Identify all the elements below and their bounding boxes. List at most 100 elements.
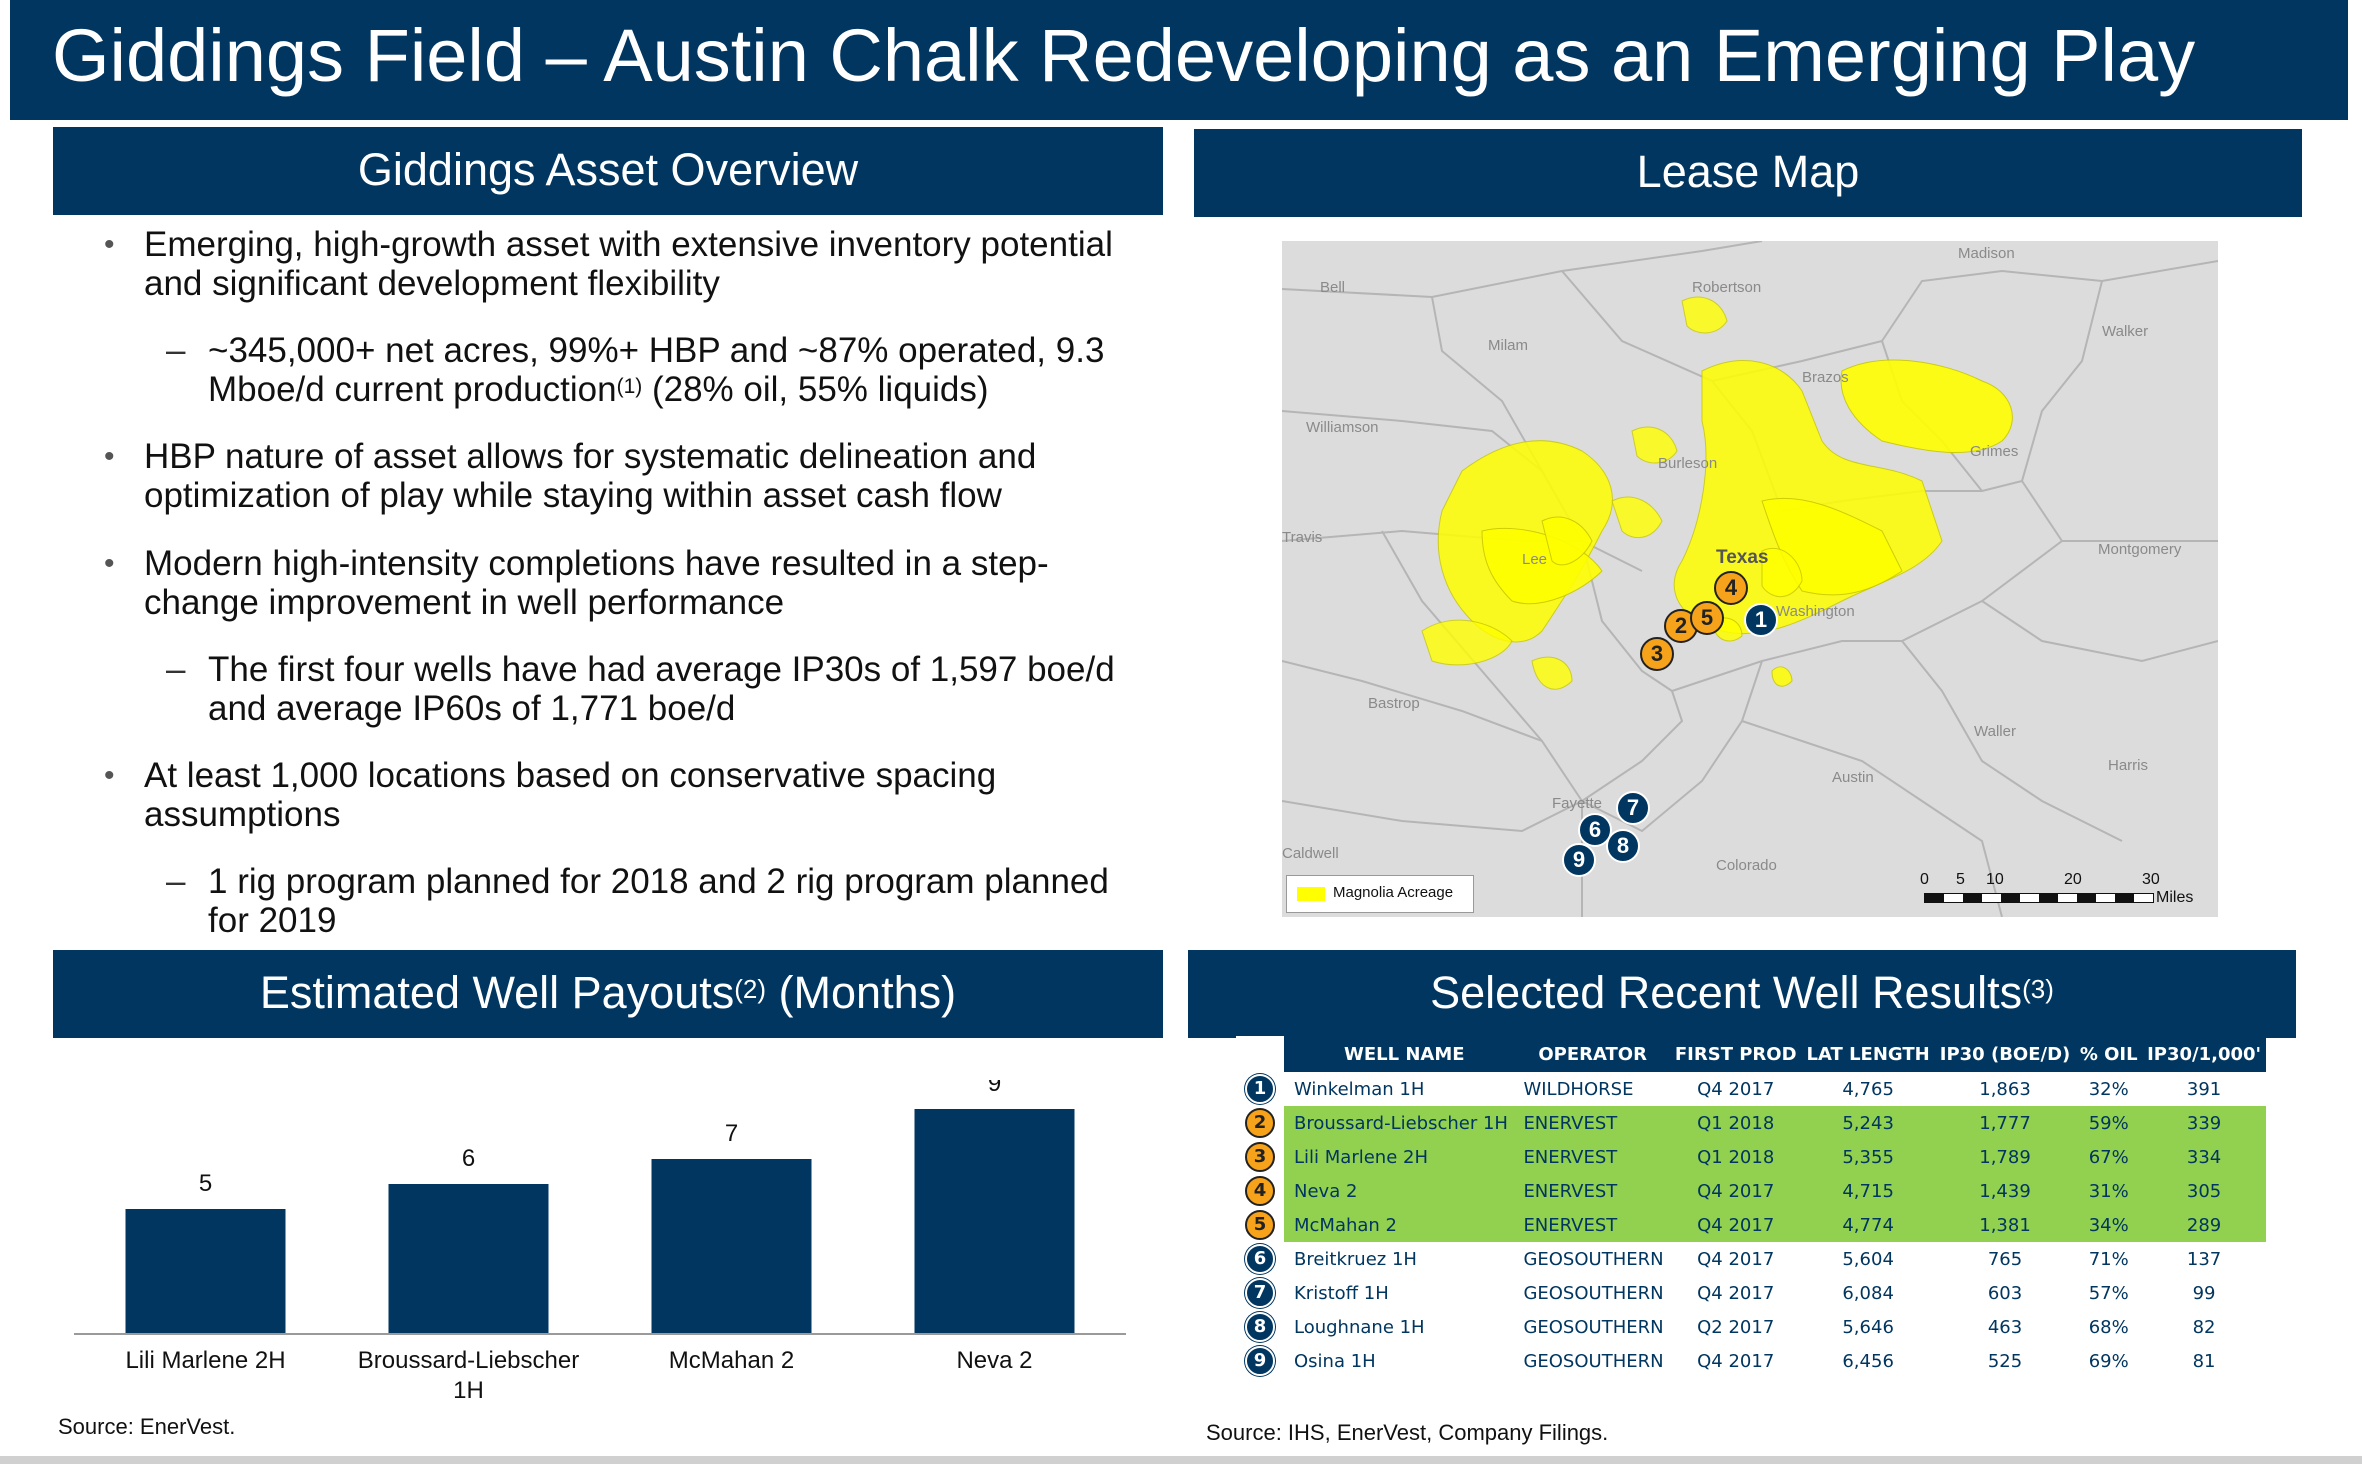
legend-label: Magnolia Acreage [1333, 884, 1454, 901]
row-number-cell: 8 [1236, 1310, 1284, 1344]
col-header-ip30-per-1000: IP30/1,000' [2142, 1036, 2266, 1072]
row-number-cell: 7 [1236, 1276, 1284, 1310]
bar-value-label: 5 [199, 1170, 212, 1197]
overview-bullet-3-text: Modern high-intensity completions have r… [144, 544, 1049, 622]
row-number-cell: 3 [1236, 1140, 1284, 1174]
scale-tick-10: 10 [1986, 871, 2004, 888]
cell-operator: ENERVEST [1515, 1208, 1670, 1242]
cell-ip30k: 334 [2142, 1140, 2266, 1174]
bar-3 [651, 1159, 812, 1334]
cell-ip30k: 305 [2142, 1174, 2266, 1208]
bar-value-label: 7 [725, 1120, 738, 1147]
cell-ip30: 525 [1987, 1350, 2023, 1372]
cell-lat: 4,765 [1842, 1078, 1894, 1100]
payouts-header-text-b: (Months) [766, 967, 957, 1018]
results-header-text: Selected Recent Well Results [1430, 967, 2023, 1018]
map-well-marker-7: 7 [1616, 791, 1650, 825]
county-label-madison: Madison [1958, 245, 2015, 262]
table-row: 8 Loughnane 1H GEOSOUTHERN Q2 2017 5,646 463 6… [1236, 1310, 2266, 1344]
map-well-marker-9: 9 [1562, 843, 1596, 877]
lease-map: Madison Bell Robertson Walker Milam Braz… [1282, 241, 2218, 917]
cell-name: Osina 1H [1294, 1350, 1376, 1372]
overview-subbullet-1-text-a: ~345,000+ net acres, 99%+ HBP and ~87% o… [208, 331, 1105, 409]
overview-subbullet-3: – The first four wells have had average … [166, 650, 1148, 728]
row-number-cell: 5 [1236, 1208, 1284, 1242]
map-well-marker-1: 1 [1744, 603, 1778, 637]
overview-bullet-1-text: Emerging, high-growth asset with extensi… [144, 225, 1113, 303]
county-label-brazos: Brazos [1802, 369, 1849, 386]
bar-4 [914, 1109, 1075, 1334]
cell-ip30k: 289 [2142, 1208, 2266, 1242]
well-number-badge: 3 [1245, 1142, 1275, 1172]
cell-operator: ENERVEST [1515, 1140, 1670, 1174]
cell-ip30: 765 [1987, 1248, 2023, 1270]
cell-oil: 34% [2075, 1208, 2143, 1242]
well-number-badge: 4 [1245, 1176, 1275, 1206]
cell-name: Loughnane 1H [1294, 1316, 1425, 1338]
row-number-cell: 6 [1236, 1242, 1284, 1276]
county-label-burleson: Burleson [1658, 455, 1718, 472]
cell-lat: 4,715 [1801, 1174, 1935, 1208]
cell-first-prod: Q4 2017 [1697, 1248, 1775, 1270]
table-row: 6 Breitkruez 1H GEOSOUTHERN Q4 2017 5,604 765… [1236, 1242, 2266, 1276]
county-label-montgomery: Montgomery [2098, 541, 2182, 558]
overview-subbullet-1: – ~345,000+ net acres, 99%+ HBP and ~87%… [166, 331, 1148, 409]
title-bar: Giddings Field – Austin Chalk Redevelopi… [10, 0, 2348, 120]
well-results-table: WELL NAME OPERATOR FIRST PROD LAT LENGTH… [1236, 1036, 2266, 1378]
county-label-fayette: Fayette [1552, 795, 1603, 812]
cell-name: Lili Marlene 2H [1284, 1140, 1516, 1174]
overview-subbullet-4-text: 1 rig program planned for 2018 and 2 rig… [208, 862, 1109, 940]
cell-name: Winkelman 1H [1294, 1078, 1425, 1100]
scale-tick-20: 20 [2064, 871, 2082, 888]
row-number-cell: 9 [1236, 1344, 1284, 1378]
cell-lat: 6,456 [1842, 1350, 1894, 1372]
well-number-badge: 1 [1245, 1074, 1275, 1104]
table-row: 2 Broussard-Liebscher 1H ENERVEST Q1 2018 5,… [1236, 1106, 2266, 1140]
cell-first-prod: Q1 2018 [1669, 1140, 1802, 1174]
map-base [1282, 241, 2218, 917]
col-header-lat-length: LAT LENGTH [1801, 1036, 1935, 1072]
footer-strip [0, 1456, 2362, 1464]
cell-oil: 68% [2088, 1316, 2129, 1338]
cell-ip30k: 339 [2142, 1106, 2266, 1140]
county-label-grimes: Grimes [1970, 443, 2019, 460]
county-label-waller: Waller [1974, 723, 2016, 740]
category-label: McMahan 2 [669, 1347, 794, 1374]
table-row: 4 Neva 2 ENERVEST Q4 2017 4,715 1,439 31% 305 [1236, 1174, 2266, 1208]
cell-oil: 31% [2075, 1174, 2143, 1208]
well-number-badge: 6 [1245, 1244, 1275, 1274]
cell-lat: 5,646 [1842, 1316, 1894, 1338]
map-well-marker-4: 4 [1714, 571, 1748, 605]
footnote-2: (2) [734, 974, 767, 1004]
county-label-robertson: Robertson [1692, 279, 1762, 296]
table-header-row: WELL NAME OPERATOR FIRST PROD LAT LENGTH… [1236, 1036, 2266, 1072]
cell-ip30k: 391 [2186, 1078, 2222, 1100]
cell-ip30: 1,777 [1934, 1106, 2076, 1140]
table-row: 1 Winkelman 1H WILDHORSE Q4 2017 4,765 1,863 3… [1236, 1072, 2266, 1106]
cell-ip30: 463 [1987, 1316, 2023, 1338]
payouts-source: Source: EnerVest. [58, 1414, 236, 1439]
cell-lat: 5,604 [1842, 1248, 1894, 1270]
dash-marker: – [166, 331, 186, 370]
cell-name: Breitkruez 1H [1294, 1248, 1417, 1270]
well-number-badge: 7 [1245, 1278, 1275, 1308]
county-label-harris: Harris [2108, 757, 2148, 774]
footnote-1: (1) [616, 375, 643, 398]
well-number-badge: 8 [1245, 1312, 1275, 1342]
overview-header: Giddings Asset Overview [53, 127, 1163, 215]
bullet-marker: • [104, 440, 115, 473]
col-header-operator: OPERATOR [1515, 1036, 1670, 1072]
bullet-marker: • [104, 547, 115, 580]
bar-value-label: 9 [988, 1080, 1001, 1097]
scale-tick-0: 0 [1920, 871, 1929, 888]
category-label: 1H [453, 1377, 484, 1404]
cell-operator: WILDHORSE [1523, 1078, 1634, 1100]
category-label: Neva 2 [956, 1347, 1032, 1374]
cell-first-prod: Q4 2017 [1669, 1208, 1802, 1242]
map-well-marker-8: 8 [1606, 829, 1640, 863]
col-header-well-name: WELL NAME [1284, 1036, 1516, 1072]
cell-ip30k: 99 [2192, 1282, 2216, 1304]
overview-subbullet-3-text: The first four wells have had average IP… [208, 650, 1115, 728]
payouts-header-text-a: Estimated Well Payouts [259, 967, 735, 1018]
cell-ip30: 603 [1987, 1282, 2023, 1304]
